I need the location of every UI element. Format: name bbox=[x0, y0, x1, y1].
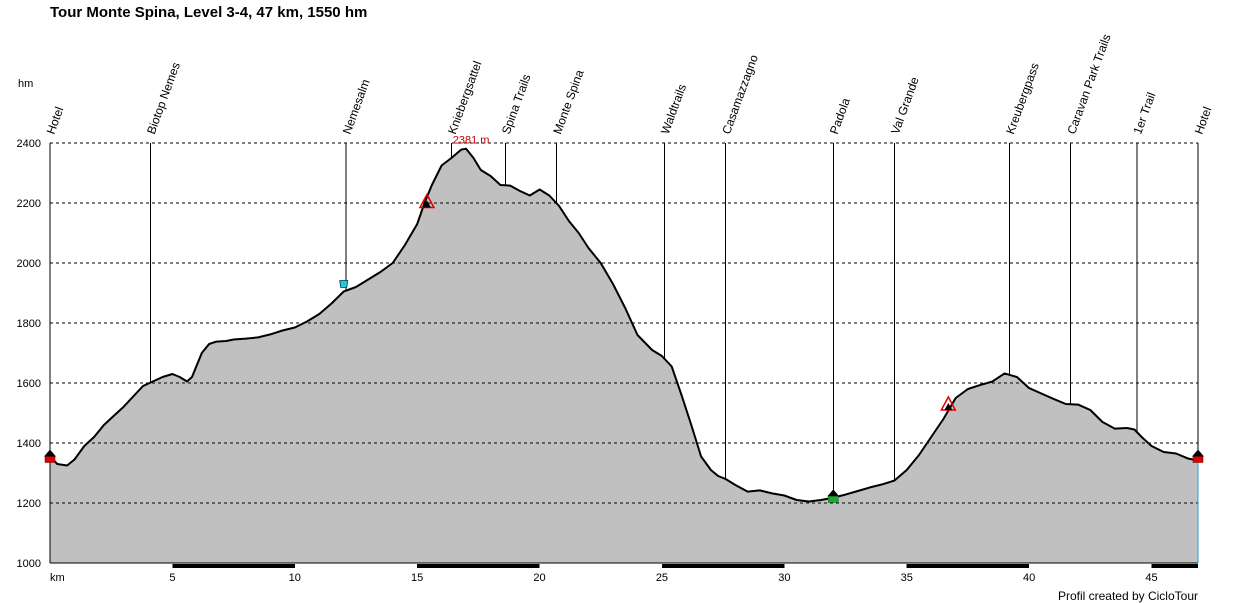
scale-segment bbox=[172, 564, 295, 568]
hotel-body-icon bbox=[44, 456, 56, 463]
profile-area bbox=[50, 148, 1198, 563]
y-tick-label: 2200 bbox=[17, 198, 41, 210]
waypoint-label: Hotel bbox=[1192, 105, 1215, 136]
waypoint-label: Waldtrails bbox=[658, 82, 689, 136]
x-tick-label: 40 bbox=[1023, 572, 1035, 584]
water-cup-icon bbox=[339, 280, 349, 288]
scale-segment bbox=[906, 564, 1030, 568]
scale-segment bbox=[1029, 564, 1152, 568]
summit-fill-icon bbox=[944, 403, 953, 410]
waypoint-label: Kniebergsattel bbox=[445, 59, 484, 136]
y-tick-label: 1000 bbox=[17, 558, 41, 570]
credit-text: Profil created by CicloTour bbox=[1057, 589, 1198, 603]
waypoint-label: 1er Trail bbox=[1130, 90, 1158, 136]
chart-title: Tour Monte Spina, Level 3-4, 47 km, 1550… bbox=[50, 4, 368, 21]
x-tick-label: 15 bbox=[411, 572, 423, 584]
scale-segment bbox=[417, 564, 540, 568]
waypoint-label: Kreubergpass bbox=[1003, 61, 1042, 136]
waypoint-label: Casamazzagno bbox=[719, 53, 761, 136]
hotel-icon bbox=[1192, 449, 1204, 463]
scale-segment bbox=[294, 564, 418, 568]
waypoint-label: Padola bbox=[827, 96, 853, 136]
y-tick-label: 1800 bbox=[17, 318, 41, 330]
hotel-roof-icon bbox=[1192, 449, 1204, 457]
waypoint-label: Biotop Nemes bbox=[144, 60, 183, 136]
waypoint-label: Nemesalm bbox=[340, 77, 373, 136]
hotel-roof-icon bbox=[44, 449, 56, 457]
waypoint-label: Spina Trails bbox=[499, 72, 534, 136]
x-tick-label: 25 bbox=[656, 572, 668, 584]
scale-segment bbox=[661, 564, 785, 568]
town-icon bbox=[827, 489, 840, 503]
waypoint-label: Hotel bbox=[44, 105, 67, 136]
x-tick-label: 30 bbox=[778, 572, 790, 584]
hotel-icon bbox=[44, 449, 56, 463]
max-elevation-label: 2381 m bbox=[453, 135, 490, 147]
x-tick-label: 10 bbox=[289, 572, 301, 584]
y-tick-label: 1200 bbox=[17, 498, 41, 510]
scale-segment bbox=[50, 564, 173, 568]
waypoint-label: Monte Spina bbox=[550, 68, 586, 136]
scale-segment bbox=[539, 564, 662, 568]
x-tick-label: 35 bbox=[901, 572, 913, 584]
x-tick-label: 20 bbox=[533, 572, 545, 584]
waypoint-label: Val Grande bbox=[888, 75, 922, 136]
hotel-body-icon bbox=[1192, 456, 1204, 463]
town-body-icon bbox=[828, 496, 839, 503]
waypoint-label: Caravan Park Trails bbox=[1064, 32, 1113, 136]
x-tick-label: 45 bbox=[1145, 572, 1157, 584]
profile-line bbox=[49, 147, 1199, 503]
summit-fill-icon bbox=[422, 200, 431, 208]
x-tick-label: 5 bbox=[169, 572, 175, 584]
x-axis-label: km bbox=[50, 572, 65, 584]
y-tick-label: 1600 bbox=[17, 378, 41, 390]
summit-icon bbox=[940, 395, 957, 411]
y-axis-label: hm bbox=[18, 78, 33, 90]
scale-segment bbox=[784, 564, 907, 568]
water-icon bbox=[339, 280, 349, 288]
y-tick-label: 2400 bbox=[17, 138, 41, 150]
y-tick-label: 2000 bbox=[17, 258, 41, 270]
summit-icon bbox=[418, 192, 436, 209]
scale-segment bbox=[1151, 564, 1198, 568]
town-roof-icon bbox=[827, 489, 840, 497]
y-tick-label: 1400 bbox=[17, 438, 41, 450]
